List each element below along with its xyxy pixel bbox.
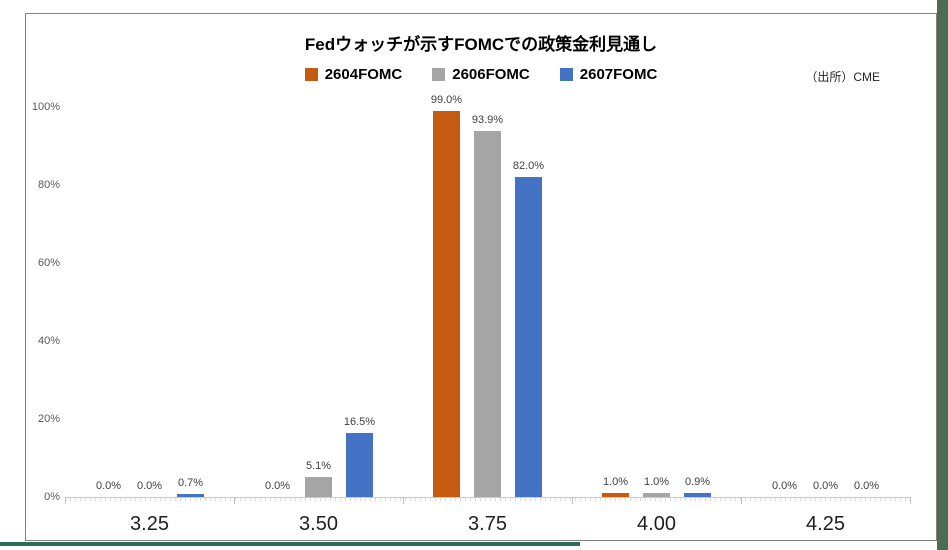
chart-object-frame[interactable]: Fedウォッチが示すFOMCでの政策金利見通し 2604FOMC 2606FOMC… [25,13,937,541]
bar-2604FOMC-4.00[interactable] [602,493,629,497]
window-edge-bottom [0,542,580,546]
x-axis-tick [403,497,404,504]
legend-item-2607FOMC: 2607FOMC [559,66,658,83]
chart-title: Fedウォッチが示すFOMCでの政策金利見通し [304,35,658,54]
bar-2606FOMC-3.75[interactable] [474,131,501,497]
x-axis-line [65,497,911,498]
y-tick-label: 100% [31,101,60,113]
legend-swatch-icon [304,68,318,81]
x-axis-tick [741,497,742,504]
bar-data-label: 0.0% [264,480,291,492]
legend-label: 2604FOMC [324,66,403,83]
legend-swatch-icon [559,68,573,81]
bar-data-label: 82.0% [512,160,545,172]
legend-item-2606FOMC: 2606FOMC [432,66,530,83]
bar-2607FOMC-3.25[interactable] [177,494,204,497]
bar-2604FOMC-3.75[interactable] [433,111,460,497]
x-category-label: 3.75 [468,513,507,535]
x-category-label: 4.00 [637,513,676,535]
plot-area: 0.0% 0.0% 0.7% 0.0% 5.1% 16.5% 99.0% 93.9% 82.0%… [65,94,910,497]
bar-data-label: 0.0% [136,480,163,492]
y-tick-label: 20% [37,413,60,425]
x-axis-tick [572,497,573,504]
y-tick-label: 80% [37,179,60,191]
y-tick-label: 40% [37,335,60,347]
x-axis-tick [234,497,235,504]
legend-item-2604FOMC: 2604FOMC [304,66,403,83]
x-axis-minor-ticks [65,498,911,501]
bar-2606FOMC-4.00[interactable] [643,493,670,497]
y-tick-label: 0% [44,491,60,503]
bar-data-label: 16.5% [343,416,376,428]
x-axis-tick [910,497,911,504]
bar-data-label: 1.0% [643,476,670,488]
legend-swatch-icon [432,68,446,81]
bar-data-label: 93.9% [471,114,504,126]
x-axis-labels: 3.25 3.50 3.75 4.00 4.25 [65,513,910,539]
bar-2607FOMC-3.75[interactable] [515,177,542,497]
y-tick-label: 60% [37,257,60,269]
bar-data-label: 1.0% [602,476,629,488]
source-note: （出所）CME [805,70,880,84]
bar-data-label: 0.0% [853,480,880,492]
bar-data-label: 99.0% [430,94,463,106]
bar-data-label: 0.0% [771,480,798,492]
bar-2607FOMC-3.50[interactable] [346,433,373,497]
bar-data-label: 5.1% [305,460,332,472]
x-category-label: 3.25 [130,513,169,535]
x-category-label: 4.25 [806,513,845,535]
bar-data-label: 0.0% [95,480,122,492]
chart-legend: 2604FOMC 2606FOMC 2607FOMC [26,66,936,83]
x-axis-tick [65,497,66,504]
bar-data-label: 0.7% [177,477,204,489]
x-category-label: 3.50 [299,513,338,535]
bar-data-label: 0.9% [684,476,711,488]
legend-label: 2606FOMC [452,66,530,83]
bar-2606FOMC-3.50[interactable] [305,477,332,497]
window-edge-right [937,0,948,550]
legend-label: 2607FOMC [579,66,658,83]
bar-data-label: 0.0% [812,480,839,492]
bar-2607FOMC-4.00[interactable] [684,493,711,497]
